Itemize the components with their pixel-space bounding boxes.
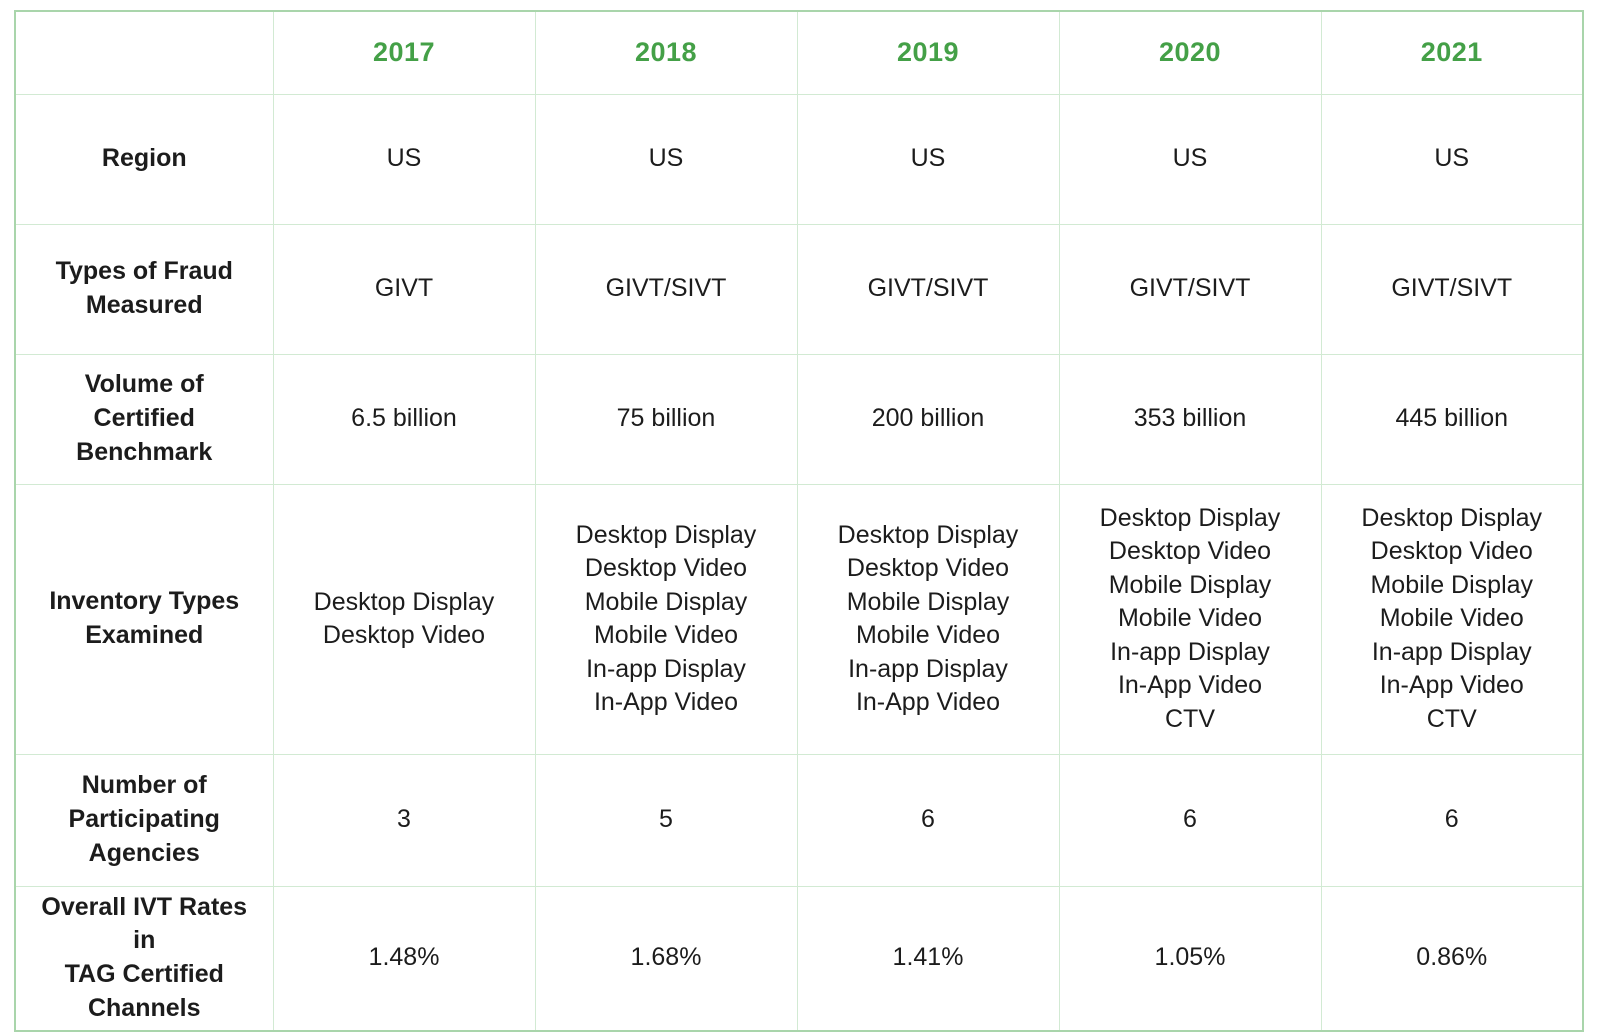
table-row-volume: Volume of Certified Benchmark 6.5 billio…	[14, 353, 1584, 485]
row-label-volume: Volume of Certified Benchmark	[14, 353, 274, 485]
cell-fraud-2018: GIVT/SIVT	[534, 223, 798, 355]
year-header-2018: 2018	[534, 10, 798, 95]
table-row-region: Region US US US US US	[14, 93, 1584, 225]
table-header-row: 2017 2018 2019 2020 2021	[14, 10, 1584, 95]
cell-agencies-2018: 5	[534, 753, 798, 887]
cell-inventory-2017: Desktop Display Desktop Video	[272, 483, 536, 755]
cell-agencies-2021: 6	[1320, 753, 1584, 887]
row-label-inventory: Inventory Types Examined	[14, 483, 274, 755]
cell-fraud-2020: GIVT/SIVT	[1058, 223, 1322, 355]
row-label-agencies: Number of Participating Agencies	[14, 753, 274, 887]
corner-cell	[14, 10, 274, 95]
table-row-agencies: Number of Participating Agencies 3 5 6 6…	[14, 753, 1584, 887]
year-header-2020: 2020	[1058, 10, 1322, 95]
cell-fraud-2017: GIVT	[272, 223, 536, 355]
cell-region-2021: US	[1320, 93, 1584, 225]
table-row-inventory: Inventory Types Examined Desktop Display…	[14, 483, 1584, 755]
row-label-ivt-rates: Overall IVT Rates in TAG Certified Chann…	[14, 885, 274, 1031]
table-row-fraud-types: Types of Fraud Measured GIVT GIVT/SIVT G…	[14, 223, 1584, 355]
table-row-ivt-rates: Overall IVT Rates in TAG Certified Chann…	[14, 885, 1584, 1031]
cell-agencies-2017: 3	[272, 753, 536, 887]
cell-ivt-2020: 1.05%	[1058, 885, 1322, 1031]
cell-ivt-2019: 1.41%	[796, 885, 1060, 1031]
cell-ivt-2017: 1.48%	[272, 885, 536, 1031]
cell-inventory-2020: Desktop Display Desktop Video Mobile Dis…	[1058, 483, 1322, 755]
cell-volume-2019: 200 billion	[796, 353, 1060, 485]
cell-ivt-2018: 1.68%	[534, 885, 798, 1031]
year-header-2017: 2017	[272, 10, 536, 95]
cell-region-2020: US	[1058, 93, 1322, 225]
row-label-region: Region	[14, 93, 274, 225]
cell-region-2018: US	[534, 93, 798, 225]
cell-agencies-2019: 6	[796, 753, 1060, 887]
cell-region-2019: US	[796, 93, 1060, 225]
cell-volume-2020: 353 billion	[1058, 353, 1322, 485]
cell-fraud-2021: GIVT/SIVT	[1320, 223, 1584, 355]
cell-ivt-2021: 0.86%	[1320, 885, 1584, 1031]
year-header-2019: 2019	[796, 10, 1060, 95]
cell-agencies-2020: 6	[1058, 753, 1322, 887]
cell-inventory-2021: Desktop Display Desktop Video Mobile Dis…	[1320, 483, 1584, 755]
cell-fraud-2019: GIVT/SIVT	[796, 223, 1060, 355]
tag-benchmark-table: 2017 2018 2019 2020 2021 Region US US US…	[14, 10, 1584, 1032]
cell-region-2017: US	[272, 93, 536, 225]
cell-volume-2018: 75 billion	[534, 353, 798, 485]
year-header-2021: 2021	[1320, 10, 1584, 95]
cell-inventory-2018: Desktop Display Desktop Video Mobile Dis…	[534, 483, 798, 755]
cell-volume-2021: 445 billion	[1320, 353, 1584, 485]
cell-volume-2017: 6.5 billion	[272, 353, 536, 485]
cell-inventory-2019: Desktop Display Desktop Video Mobile Dis…	[796, 483, 1060, 755]
row-label-fraud-types: Types of Fraud Measured	[14, 223, 274, 355]
